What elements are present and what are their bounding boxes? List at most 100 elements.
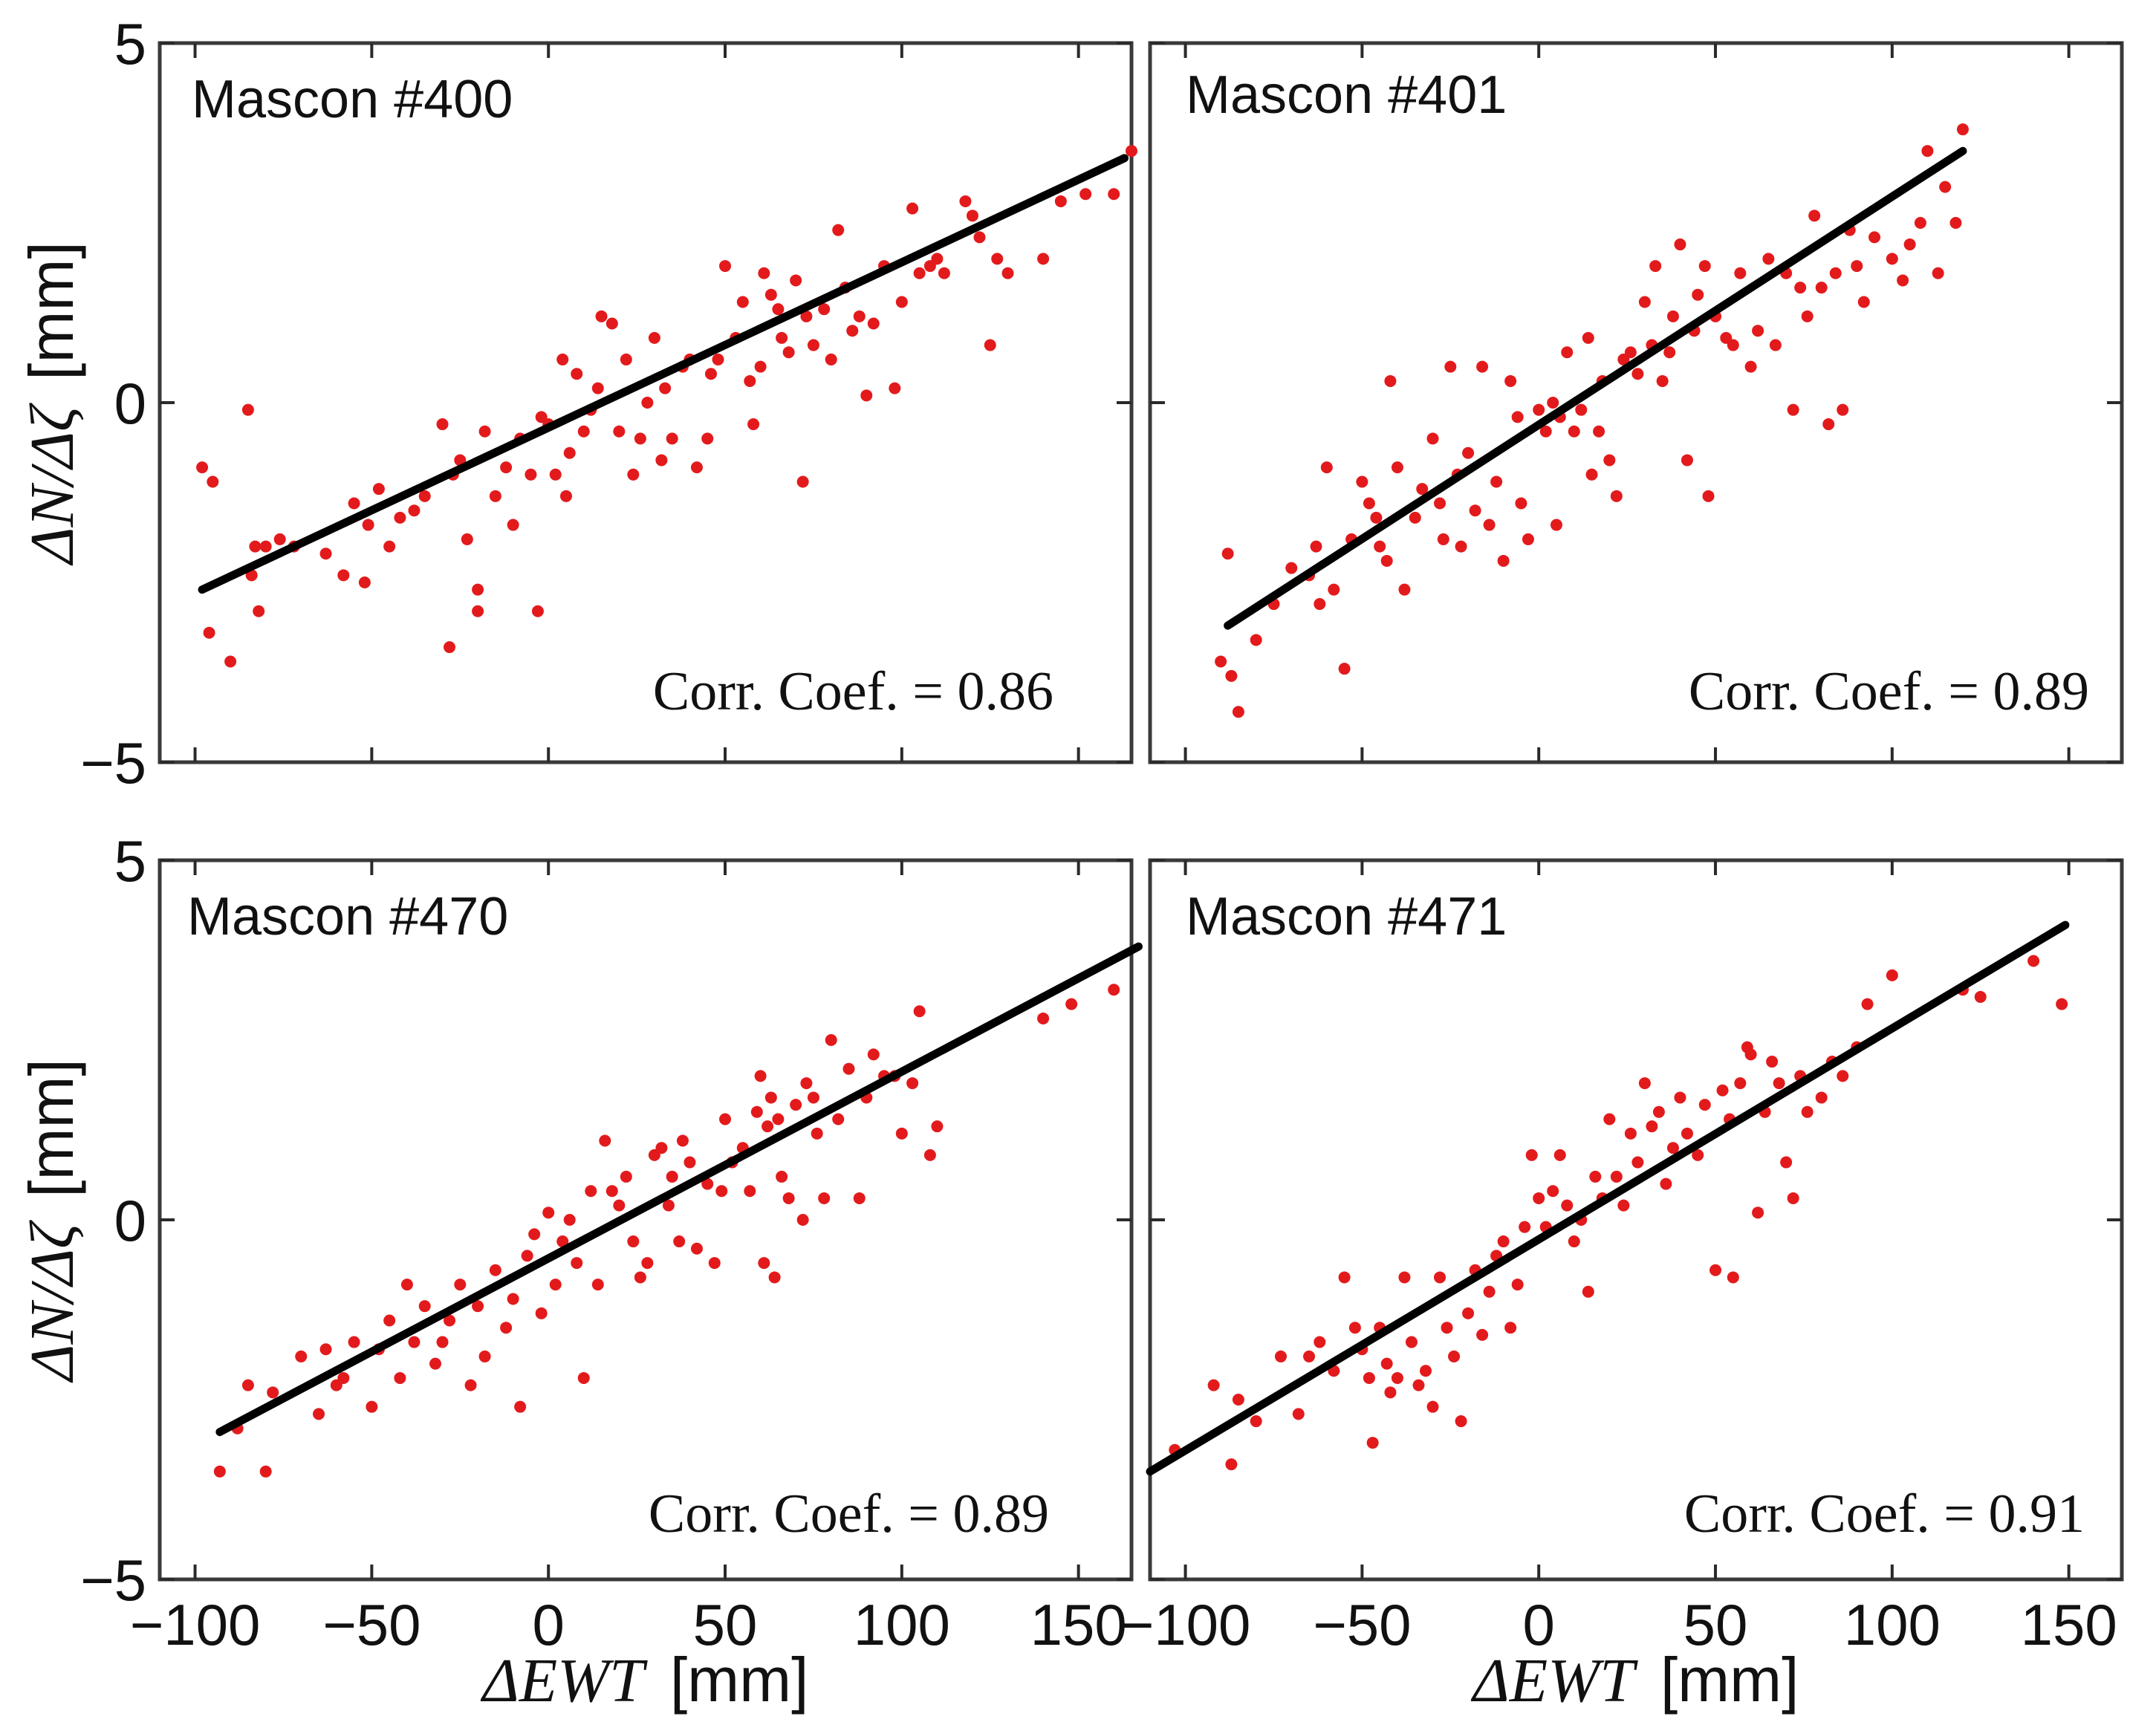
x-tick-label: −100: [1120, 1592, 1251, 1657]
plot-frame: [158, 858, 1134, 1582]
scatter-point: [676, 1134, 689, 1147]
scatter-point: [348, 497, 360, 510]
scatter-point: [1585, 468, 1598, 481]
scatter-point: [1666, 310, 1679, 322]
x-tick-label: 0: [1523, 1592, 1555, 1657]
scatter-point: [641, 1257, 654, 1270]
scatter-point: [1384, 1386, 1397, 1399]
scatter-point: [906, 1077, 919, 1090]
scatter-point: [259, 1465, 272, 1478]
scatter-point: [549, 1279, 562, 1291]
scatter-point: [366, 1400, 378, 1413]
scatter-point: [1250, 1415, 1262, 1428]
x-tick-label: 0: [533, 1592, 565, 1657]
scatter-point: [1744, 1048, 1757, 1061]
scatter-point: [832, 1113, 845, 1125]
scatter-point: [1108, 984, 1120, 996]
scatter-point: [1380, 554, 1393, 567]
scatter-point: [408, 1336, 421, 1348]
scatter-point: [1547, 397, 1559, 409]
x-axis-symbol: ΔEWT: [481, 1646, 649, 1715]
x-tick-label: −100: [130, 1592, 261, 1657]
scatter-point: [1727, 1271, 1739, 1284]
scatter-point: [1419, 1365, 1432, 1377]
axis-ticks: [1150, 42, 2122, 764]
scatter-point: [418, 1300, 431, 1313]
scatter-point: [1232, 1394, 1244, 1406]
tick-labels: −5 0 5: [80, 11, 146, 796]
x-tick-label: 100: [854, 1592, 950, 1657]
x-tick-label: 150: [2021, 1592, 2117, 1657]
scatter-point: [772, 303, 785, 316]
y-tick-label: 0: [114, 371, 146, 436]
y-axis-label-bottom: ΔN/Δζ [mm]: [16, 1059, 87, 1383]
scatter-point: [913, 1005, 926, 1018]
panel-title: Mascon #470: [187, 887, 508, 946]
scatter-point: [605, 1185, 618, 1198]
scatter-point: [1550, 519, 1562, 531]
scatter-point: [1801, 1105, 1814, 1118]
y-axis-label-top: ΔN/Δζ [mm]: [16, 241, 87, 566]
scatter-point: [1416, 483, 1429, 496]
scatter-point: [846, 325, 859, 337]
scatter-point: [489, 490, 501, 502]
scatter-point: [577, 1371, 590, 1384]
scatter-point: [1391, 1371, 1403, 1384]
scatter-point: [1539, 425, 1552, 438]
scatter-point: [472, 1300, 484, 1313]
scatter-point: [782, 346, 795, 359]
scatter-point: [1490, 475, 1503, 488]
scatter-point: [1370, 511, 1383, 524]
scatter-point: [394, 1371, 406, 1384]
scatter-point: [241, 403, 254, 416]
scatter-point: [627, 1235, 640, 1248]
tick-labels: −100 −50 0 50 100 150: [1120, 1592, 2117, 1657]
scatter-point: [1815, 1091, 1828, 1104]
scatter-point: [1065, 998, 1078, 1010]
scatter-point: [372, 483, 385, 496]
scatter-point: [1568, 1235, 1580, 1248]
y-axis-symbol: ΔN/Δζ: [18, 403, 87, 566]
scatter-point: [1638, 296, 1651, 308]
scatter-point: [1939, 181, 1952, 193]
scatter-point: [1631, 1156, 1644, 1169]
y-tick-label: −5: [80, 1547, 146, 1613]
scatter-point: [1356, 475, 1368, 488]
scatter-point: [1250, 634, 1262, 646]
panel-mascon-401: Mascon #401 Corr. Coef. = 0.89: [1148, 41, 2124, 764]
scatter-point: [701, 1177, 714, 1190]
regression-line: [198, 154, 1129, 594]
scatter-point: [542, 1206, 555, 1219]
scatter-point: [938, 267, 950, 279]
scatter-point: [408, 504, 421, 517]
scatter-point: [1681, 454, 1693, 467]
scatter-point: [1374, 540, 1386, 553]
scatter-point: [1079, 188, 1092, 201]
scatter-point: [1366, 1437, 1379, 1449]
scatter-point: [556, 1235, 569, 1248]
scatter-point: [860, 389, 873, 402]
scatter-point: [1363, 497, 1375, 510]
scatter-point: [1455, 1415, 1467, 1428]
scatter-point: [507, 1293, 519, 1305]
scatter-point: [358, 576, 371, 588]
x-axis-label-right: ΔEWT [mm]: [1471, 1645, 1799, 1715]
scatter-point: [1886, 253, 1898, 265]
scatter-point: [1455, 540, 1467, 553]
scatter-point: [776, 1170, 788, 1183]
scatter-point: [1533, 1192, 1545, 1204]
scatter-point: [1398, 583, 1411, 596]
scatter-point: [807, 339, 819, 351]
scatter-point: [648, 331, 660, 344]
scatter-point: [750, 1105, 763, 1118]
scatter-point: [853, 1192, 866, 1204]
scatter-point: [514, 1400, 527, 1413]
x-axis-label-left: ΔEWT [mm]: [481, 1645, 809, 1715]
scatter-point: [585, 1185, 597, 1198]
scatter-point: [1663, 346, 1676, 359]
scatter-point: [599, 1134, 611, 1147]
scatter-point: [634, 1271, 646, 1284]
scatter-point: [758, 267, 770, 279]
scatter-point: [1225, 669, 1238, 682]
scatter-point: [818, 1192, 831, 1204]
